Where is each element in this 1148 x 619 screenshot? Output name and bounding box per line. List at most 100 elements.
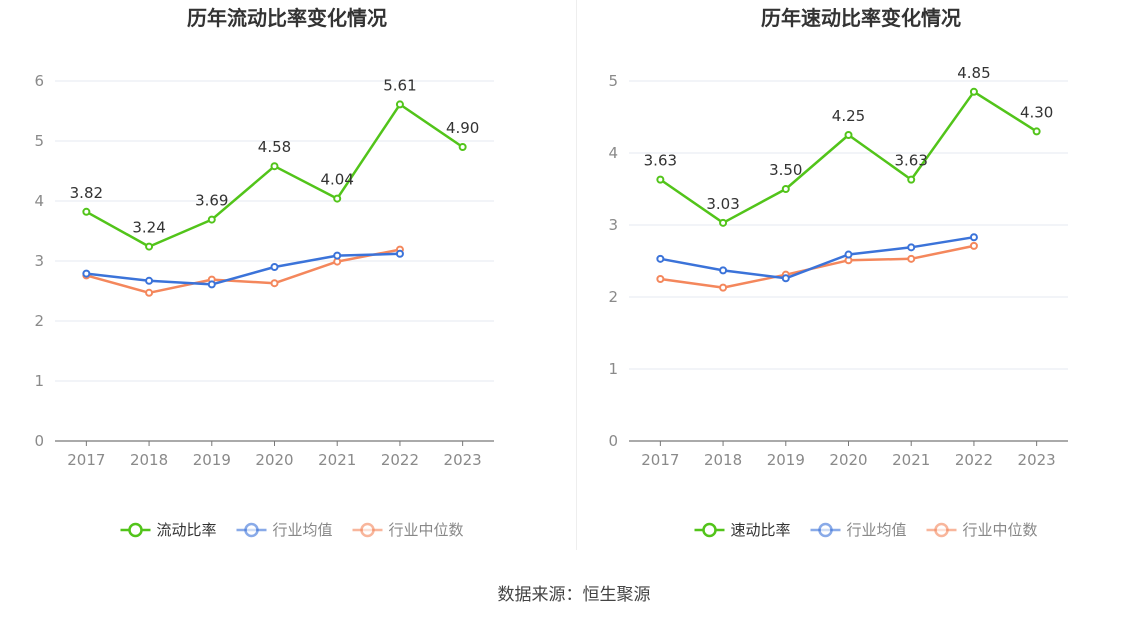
data-label: 4.25 xyxy=(832,107,865,125)
x-tick-label: 2022 xyxy=(955,451,993,469)
data-point[interactable] xyxy=(207,215,216,224)
y-tick-label: 1 xyxy=(34,372,44,390)
data-point[interactable] xyxy=(844,250,853,259)
legend-marker-icon xyxy=(818,522,833,538)
x-tick-label: 2018 xyxy=(704,451,742,469)
x-tick-label: 2020 xyxy=(255,451,293,469)
data-point[interactable] xyxy=(395,100,404,109)
data-point[interactable] xyxy=(333,251,342,260)
data-label: 3.63 xyxy=(895,152,928,170)
x-tick-label: 2019 xyxy=(193,451,231,469)
y-tick-label: 5 xyxy=(34,132,44,150)
chart-svg: 历年流动比率变化情况 0 1 2 3 4 5 6 2017 2018 2019 2020 2021 202… xyxy=(34,6,494,539)
data-point[interactable] xyxy=(145,276,154,285)
x-tick-label: 2018 xyxy=(130,451,168,469)
legend-marker-icon xyxy=(360,522,375,538)
x-tick-label: 2023 xyxy=(1018,451,1056,469)
data-label: 4.85 xyxy=(957,64,990,82)
legend-label: 行业中位数 xyxy=(389,521,464,539)
legend-marker-icon xyxy=(702,522,717,538)
y-tick-label: 3 xyxy=(34,252,44,270)
x-tick-label: 2019 xyxy=(767,451,805,469)
current-ratio-chart: 历年流动比率变化情况 0 1 2 3 4 5 6 2017 2018 2019 2020 2021 202… xyxy=(0,0,574,560)
y-tick-label: 4 xyxy=(608,144,618,162)
data-point[interactable] xyxy=(145,242,154,251)
data-point[interactable] xyxy=(719,266,728,275)
y-tick-label: 2 xyxy=(34,312,44,330)
data-point[interactable] xyxy=(270,279,279,288)
data-point[interactable] xyxy=(781,274,790,283)
data-point[interactable] xyxy=(270,263,279,271)
x-tick-label: 2017 xyxy=(67,451,105,469)
data-point[interactable] xyxy=(82,207,91,216)
legend-label: 速动比率 xyxy=(731,521,791,539)
series-line xyxy=(86,252,400,286)
y-tick-label: 0 xyxy=(608,432,618,450)
data-label: 3.82 xyxy=(70,184,103,202)
legend-item[interactable]: 行业中位数 xyxy=(926,521,1038,539)
data-label: 4.30 xyxy=(1020,103,1053,121)
x-tick-label: 2022 xyxy=(381,451,419,469)
data-label: 3.63 xyxy=(644,152,677,170)
data-point[interactable] xyxy=(719,283,728,292)
data-point[interactable] xyxy=(1032,127,1041,136)
data-point[interactable] xyxy=(395,249,404,258)
data-point[interactable] xyxy=(969,241,978,250)
data-label: 3.24 xyxy=(132,219,165,237)
x-tick-label: 2017 xyxy=(641,451,679,469)
legend-marker-icon xyxy=(244,522,259,538)
data-point[interactable] xyxy=(145,288,154,297)
y-tick-label: 1 xyxy=(608,360,618,378)
legend-item[interactable]: 行业均值 xyxy=(236,521,333,539)
data-point[interactable] xyxy=(333,194,342,203)
data-point[interactable] xyxy=(207,280,216,289)
data-point[interactable] xyxy=(844,131,853,139)
y-tick-label: 3 xyxy=(608,216,618,234)
series-line xyxy=(86,248,401,295)
y-tick-label: 0 xyxy=(34,432,44,450)
chart-title: 历年速动比率变化情况 xyxy=(761,6,961,30)
chart-title: 历年流动比率变化情况 xyxy=(187,6,387,30)
data-point[interactable] xyxy=(719,218,728,227)
data-point[interactable] xyxy=(907,175,916,184)
chart-svg: 历年速动比率变化情况 0 1 2 3 4 5 2017 2018 2019 2020 2021 2022… xyxy=(608,6,1068,539)
chart-divider xyxy=(576,0,577,550)
y-tick-label: 4 xyxy=(34,192,44,210)
legend-marker-icon xyxy=(128,522,143,538)
data-point[interactable] xyxy=(656,175,665,184)
y-tick-label: 2 xyxy=(608,288,618,306)
data-point[interactable] xyxy=(656,275,665,283)
legend-item[interactable]: 速动比率 xyxy=(694,521,791,539)
data-label: 3.50 xyxy=(769,161,802,179)
data-point[interactable] xyxy=(907,243,916,252)
data-label: 4.04 xyxy=(321,171,354,189)
data-label: 4.90 xyxy=(446,119,479,137)
data-label: 3.03 xyxy=(706,195,739,213)
data-point[interactable] xyxy=(969,87,978,96)
y-tick-label: 6 xyxy=(34,72,44,90)
data-point[interactable] xyxy=(82,269,91,278)
x-tick-label: 2021 xyxy=(892,451,930,469)
data-source: 数据来源：恒生聚源 xyxy=(497,585,651,605)
data-point[interactable] xyxy=(781,185,790,193)
legend-item[interactable]: 行业均值 xyxy=(810,521,907,539)
series-line xyxy=(660,235,975,280)
x-tick-label: 2021 xyxy=(318,451,356,469)
legend-label: 行业均值 xyxy=(847,521,907,539)
legend-label: 行业中位数 xyxy=(963,521,1038,539)
data-point[interactable] xyxy=(656,254,665,263)
data-label: 5.61 xyxy=(383,76,416,94)
legend-marker-icon xyxy=(934,522,949,538)
legend-label: 流动比率 xyxy=(157,521,217,539)
y-tick-label: 5 xyxy=(608,72,618,90)
data-point[interactable] xyxy=(907,254,916,263)
data-point[interactable] xyxy=(458,143,467,151)
quick-ratio-chart: 历年速动比率变化情况 0 1 2 3 4 5 2017 2018 2019 2020 2021 2022… xyxy=(574,0,1148,560)
data-point[interactable] xyxy=(969,233,978,242)
legend-item[interactable]: 行业中位数 xyxy=(352,521,464,539)
legend-item[interactable]: 流动比率 xyxy=(120,521,217,539)
data-label: 3.69 xyxy=(195,192,228,210)
data-point[interactable] xyxy=(270,162,279,171)
x-tick-label: 2020 xyxy=(829,451,867,469)
legend-label: 行业均值 xyxy=(273,521,333,539)
